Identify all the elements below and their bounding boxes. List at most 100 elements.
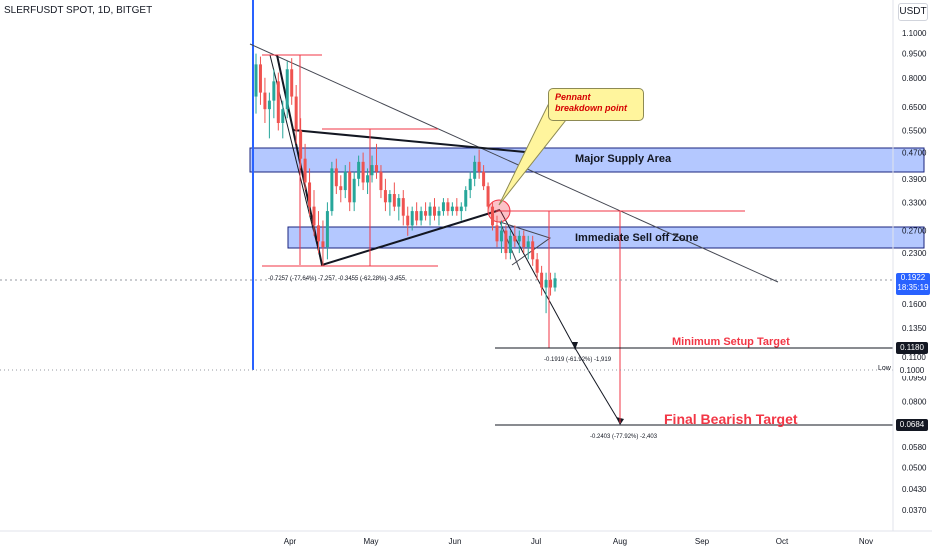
candle-body: [428, 206, 432, 216]
symbol-title: SLERFUSDT SPOT, 1D, BITGET: [4, 5, 153, 16]
price-axis[interactable]: 1.1000 0.9500 0.8000 0.6500 0.5500 0.4700 0.39…: [902, 29, 927, 515]
candle-body: [495, 225, 499, 242]
candle: [339, 175, 343, 203]
candle: [419, 206, 423, 226]
candle-body: [446, 202, 450, 212]
small-pennant[interactable]: [499, 221, 552, 266]
candle-body: [343, 171, 347, 191]
final-target-label: Final Bearish Target: [664, 411, 798, 427]
candle-body: [339, 186, 343, 191]
candle-body: [455, 206, 459, 212]
candle-body: [330, 168, 334, 212]
candle: [290, 58, 294, 105]
target-arrow-1: [572, 342, 578, 350]
candle: [357, 155, 361, 187]
price-tick-label: 0.6500: [902, 103, 927, 112]
candle-body: [433, 206, 437, 216]
price-tick-label: 0.1100: [902, 353, 926, 362]
time-tick-label: Apr: [284, 537, 297, 546]
candle-body: [406, 215, 410, 226]
candle-body: [281, 109, 285, 124]
time-tick-label: Jun: [449, 537, 462, 546]
candle: [544, 272, 548, 314]
candle-body: [357, 161, 361, 179]
candle-body: [316, 225, 320, 242]
candle: [263, 77, 267, 124]
candle: [428, 202, 432, 226]
final-target-price-badge: 0.0684: [896, 419, 928, 431]
candle: [482, 165, 486, 191]
candle: [526, 235, 530, 260]
candle-body: [303, 158, 307, 183]
measure-label-2: -0.3455 (-62.28%) -3,455: [338, 276, 406, 282]
candle-body: [299, 130, 303, 159]
candle-body: [441, 202, 445, 212]
time-tick-label: Sep: [695, 537, 710, 546]
candle: [366, 168, 370, 195]
candle: [361, 152, 365, 191]
pennant-callout[interactable]: Pennant breakdown point: [548, 88, 644, 121]
selloff-zone[interactable]: [287, 226, 925, 249]
candle: [401, 190, 405, 226]
candle-body: [312, 206, 316, 226]
measure-label-3: -0.1919 (-61.92%) -1,919: [544, 357, 612, 363]
descending-trendline[interactable]: [249, 43, 779, 283]
price-tick-label: 0.5500: [902, 126, 927, 135]
candle-body: [459, 206, 463, 212]
candle: [294, 84, 298, 144]
price-tick-label: 0.0430: [902, 485, 927, 494]
candle: [348, 161, 352, 212]
target-path-2[interactable]: [574, 347, 621, 424]
candle: [299, 118, 303, 169]
candle: [441, 198, 445, 216]
candle: [433, 198, 437, 221]
currency-button[interactable]: USDT: [898, 3, 928, 21]
price-tick-label: 0.2700: [902, 227, 927, 236]
price-tick-label: 0.1600: [902, 300, 927, 309]
candle-body: [392, 194, 396, 207]
candle-body: [477, 161, 481, 172]
candle: [258, 56, 262, 105]
candle-body: [379, 171, 383, 191]
candle-body: [531, 241, 535, 260]
candle: [321, 220, 325, 266]
candle: [272, 69, 276, 119]
candle-body: [549, 279, 553, 288]
candle: [477, 149, 481, 179]
candle-body: [410, 211, 414, 226]
time-axis[interactable]: Apr May Jun Jul Aug Sep Oct Nov: [284, 537, 873, 546]
supply-zone-label: Major Supply Area: [575, 153, 672, 165]
candle: [285, 61, 289, 119]
candle: [370, 155, 374, 183]
candle: [499, 220, 503, 254]
price-tick-label: 0.0950: [902, 373, 927, 382]
candle: [316, 211, 320, 254]
candle-body: [308, 182, 312, 207]
candle-body: [491, 206, 495, 226]
candle-body: [263, 92, 267, 110]
last-price-value: 0.1922: [900, 273, 926, 282]
candle-body: [437, 211, 441, 216]
candle: [281, 100, 285, 139]
candle-body: [419, 211, 423, 221]
candle-body: [486, 186, 490, 207]
candle-body: [352, 178, 356, 203]
candles-group: [254, 53, 557, 314]
candle-body: [517, 235, 521, 242]
candle-body: [504, 230, 508, 254]
price-tick-label: 0.0580: [902, 443, 927, 452]
candle: [535, 253, 539, 280]
candle: [276, 72, 280, 131]
candle-body: [325, 211, 329, 248]
candle-body: [415, 211, 419, 221]
price-tick-label: 0.3300: [902, 198, 927, 207]
triangle-upper-line[interactable]: [292, 129, 526, 153]
selloff-zone-label: Immediate Sell off Zone: [575, 232, 699, 244]
candle: [312, 190, 316, 236]
candle: [254, 53, 258, 114]
candle: [303, 143, 307, 191]
candle: [517, 230, 521, 254]
candle-body: [383, 190, 387, 203]
candle: [379, 165, 383, 199]
